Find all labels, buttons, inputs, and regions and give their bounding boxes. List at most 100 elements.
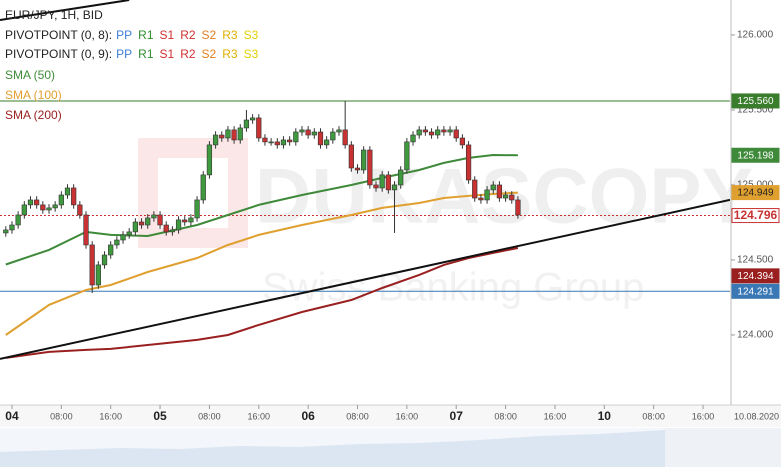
candle-body [391, 184, 398, 191]
candle-body [367, 149, 373, 186]
candle-body [231, 129, 237, 141]
price-tag [731, 147, 780, 163]
x-tick-label: 16:00 [396, 411, 419, 421]
legend-item: S2 [202, 47, 217, 61]
candle-body [490, 184, 496, 191]
axes: 126.000 125.500 125.000 124.500 124.000 04 08:… [5, 30, 780, 423]
candle-body [373, 184, 379, 189]
candle-body [3, 229, 9, 234]
price-tag-label: 124.291 [737, 286, 774, 297]
sma-line [5, 153, 518, 266]
legend-label: PIVOTPOINT (0, 9): [5, 47, 112, 61]
navigator [0, 428, 781, 467]
price-tag [731, 185, 780, 201]
candle-body [515, 199, 521, 216]
candle-body [379, 174, 385, 189]
x-tick-label: 07 [450, 409, 464, 423]
candle-body [132, 221, 138, 233]
candle-body [441, 129, 447, 133]
candle-body [256, 117, 262, 139]
candle-body [287, 139, 293, 143]
candle-body [52, 204, 58, 209]
candle-body [151, 214, 157, 219]
navigator-window [665, 428, 781, 467]
candle-body [46, 207, 52, 211]
candle-body [175, 219, 182, 231]
candle-body [410, 134, 416, 143]
candle-body [108, 244, 114, 256]
x-tick-label: 16:00 [248, 411, 271, 421]
candle-body [64, 187, 71, 196]
candle-body [157, 214, 163, 226]
price-tag-label: 124.796 [734, 208, 778, 222]
candle-body [206, 144, 213, 176]
candle-body [34, 199, 40, 206]
candle-body [219, 134, 225, 139]
candle-body [354, 167, 361, 171]
price-tag-label: 125.198 [737, 150, 774, 161]
x-tick-label: 16:00 [544, 411, 567, 421]
plot-area [0, 0, 730, 360]
legend: EUR/JPY, 1H, BID PIVOTPOINT (0, 8): PP R1 S1… [5, 8, 259, 122]
price-tag [731, 208, 780, 224]
candle-body [58, 194, 64, 206]
candle-body [317, 131, 324, 146]
candle-body [126, 231, 132, 236]
x-tick-label: 08:00 [494, 411, 517, 421]
watermark-logo-inner [158, 158, 228, 228]
candle-body [27, 199, 34, 206]
y-tick-label: 124.000 [737, 330, 774, 341]
candle-body [182, 219, 188, 223]
candle-body [169, 229, 176, 233]
legend-item: R3 [222, 47, 238, 61]
candle-body [40, 204, 46, 211]
candle-body [243, 119, 250, 129]
candle-body [404, 141, 410, 171]
legend-item: R2 [180, 28, 196, 42]
sma-line [5, 247, 519, 359]
candle-body [342, 129, 348, 146]
legend-item: R1 [138, 47, 154, 61]
price-tag-label: 124.394 [737, 271, 774, 282]
watermark-subtitle: Swiss Banking Group [262, 266, 644, 310]
candle-body [435, 129, 441, 136]
candle-body [293, 131, 299, 143]
candle-body [330, 131, 336, 141]
price-tag [731, 268, 780, 284]
candle-body [114, 239, 120, 246]
candle-body [496, 184, 503, 199]
y-tick-label: 125.500 [737, 105, 774, 116]
x-tick-label: 08:00 [50, 411, 73, 421]
price-tag-label: 125.560 [737, 96, 774, 107]
legend-item: PP [116, 28, 132, 42]
candle-body [138, 221, 145, 226]
candle-body [71, 187, 77, 206]
candle-body [194, 199, 200, 219]
candle-body [478, 197, 484, 201]
candle-body [447, 129, 453, 133]
candle-body [472, 179, 478, 199]
price-tag-label: 124.949 [737, 188, 774, 199]
legend-item: R2 [180, 47, 196, 61]
candle-body [95, 264, 101, 286]
legend-item: PP [116, 47, 132, 61]
candle-body [305, 129, 311, 136]
candle-body [9, 224, 15, 231]
x-tick-label: 06 [301, 409, 315, 423]
candle-body [459, 137, 466, 146]
candle-body [502, 194, 509, 199]
legend-series: SMA (200) [5, 108, 62, 122]
candle-body [361, 149, 367, 171]
x-tick-label: 08:00 [198, 411, 221, 421]
candle-body [200, 174, 206, 201]
candle-body [280, 139, 287, 146]
legend-item: S1 [160, 28, 175, 42]
candle-body [398, 169, 404, 186]
candle-body [120, 234, 126, 241]
candle-body [453, 129, 459, 139]
candle-body [422, 129, 428, 133]
candle-body [145, 217, 151, 226]
y-tick-label: 124.500 [737, 255, 774, 266]
y-tick-label: 125.000 [737, 180, 774, 191]
